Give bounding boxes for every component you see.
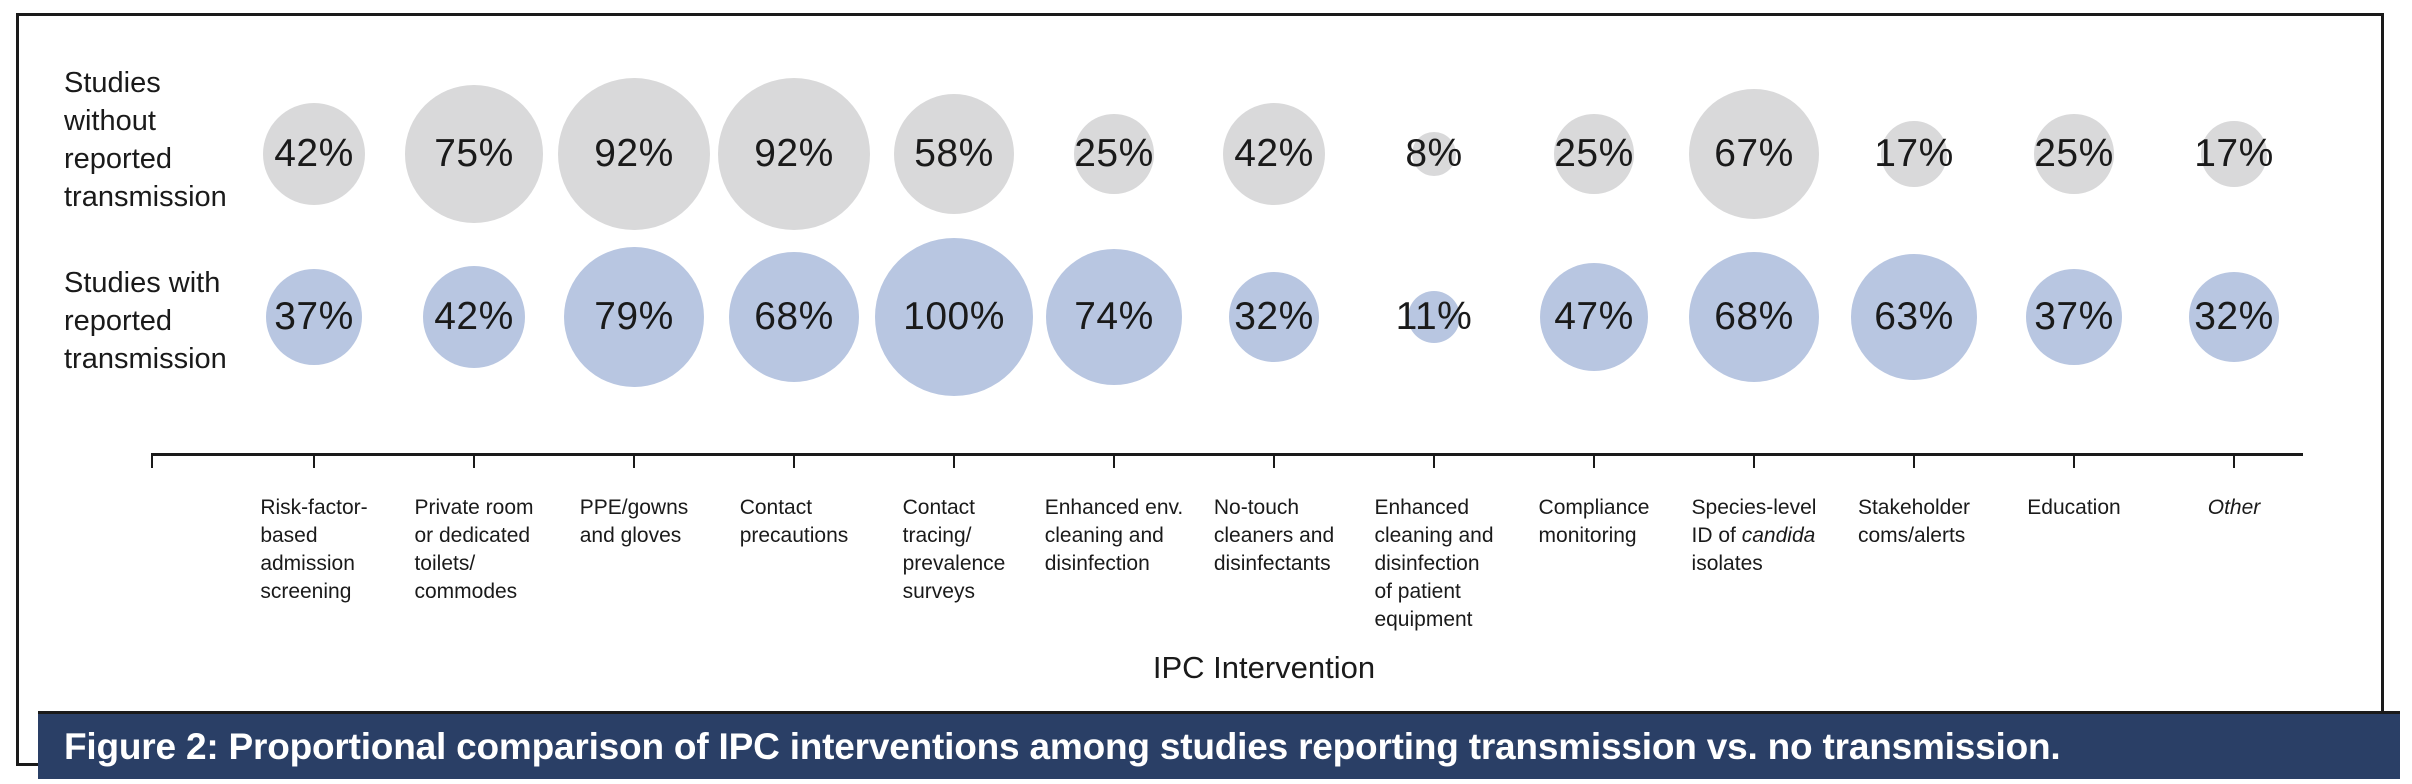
bubble xyxy=(405,85,543,223)
bubble-value: 17% xyxy=(2194,132,2274,175)
category-label: Education xyxy=(2027,496,2121,519)
axis-tick xyxy=(1753,453,1755,468)
bubble xyxy=(1539,262,1649,372)
bubble-value: 25% xyxy=(1074,132,1154,175)
bubble xyxy=(2201,121,2267,187)
category-label: Stakeholder coms/alerts xyxy=(1857,496,1971,547)
category-label: Contact tracing/prevalence surveys xyxy=(902,496,1006,603)
figure-caption-text: Figure 2: Proportional comparison of IPC… xyxy=(64,725,2061,767)
bubble-value: 68% xyxy=(1714,295,1794,338)
category-label: Risk-factor-based admission screening xyxy=(260,496,368,603)
bubble xyxy=(1688,251,1820,383)
bubble-value: 75% xyxy=(434,132,514,175)
axis-tick xyxy=(1113,453,1115,468)
axis-tick xyxy=(2233,453,2235,468)
bubble xyxy=(2025,268,2123,366)
bubble-value: 42% xyxy=(434,295,514,338)
bubble-value: 67% xyxy=(1714,132,1794,175)
bubble xyxy=(1881,121,1947,187)
bubble xyxy=(2034,114,2114,194)
bubble xyxy=(1074,114,1154,194)
axis-tick xyxy=(1913,453,1915,468)
category-label: Enhanced env. cleaning and disinfection xyxy=(1044,496,1184,575)
axis-tick xyxy=(473,453,475,468)
category-label: Private room or dedicated toilets/commodes xyxy=(414,496,534,603)
bubble-value: 68% xyxy=(754,295,834,338)
bubble xyxy=(1407,290,1461,344)
bubble-value: 42% xyxy=(274,132,354,175)
bubble-value: 32% xyxy=(1234,295,1314,338)
bubble-value: 79% xyxy=(594,295,674,338)
row-label-without-transmission: Studies without reported transmission xyxy=(64,67,227,213)
x-axis-title: IPC Intervention xyxy=(1152,650,1376,685)
bubble-value: 92% xyxy=(754,132,834,175)
axis-tick xyxy=(1273,453,1275,468)
category-label: Contact precautions xyxy=(739,496,849,547)
axis-tick xyxy=(953,453,955,468)
bubble xyxy=(1411,131,1457,177)
x-axis xyxy=(152,453,2303,456)
bubble xyxy=(1851,254,1977,380)
row-label-with-transmission: Studies with reported transmission xyxy=(64,267,227,375)
bubble xyxy=(422,265,526,369)
bubble xyxy=(563,246,705,388)
bubble xyxy=(1554,114,1634,194)
bubble-value: 58% xyxy=(914,132,994,175)
axis-tick xyxy=(793,453,795,468)
bubble-value: 32% xyxy=(2194,295,2274,338)
bubble-value: 92% xyxy=(594,132,674,175)
category-label: Compliance monitoring xyxy=(1538,496,1650,547)
bubble-value: 37% xyxy=(274,295,354,338)
bubble-value: 11% xyxy=(1395,295,1473,338)
axis-tick xyxy=(1433,453,1435,468)
bubble-value: 42% xyxy=(1234,132,1314,175)
bubble xyxy=(2189,272,2279,362)
axis-tick xyxy=(633,453,635,468)
bubble-value: 25% xyxy=(1554,132,1634,175)
axis-tick xyxy=(1593,453,1595,468)
bubble-value: 63% xyxy=(1874,295,1954,338)
bubble xyxy=(717,77,870,230)
axis-tick xyxy=(313,453,315,468)
bubble xyxy=(262,102,366,206)
bubble-value: 100% xyxy=(903,295,1005,338)
bubble xyxy=(728,251,860,383)
bubble xyxy=(874,237,1034,397)
bubble xyxy=(265,268,363,366)
figure-frame: Studies without reported transmission Studi… xyxy=(16,13,2400,779)
axis-tick xyxy=(2073,453,2075,468)
figure-caption-bar: Figure 2: Proportional comparison of IPC… xyxy=(38,711,2400,779)
bubble xyxy=(1689,89,1819,219)
bubble-value: 74% xyxy=(1074,295,1154,338)
bubble-value: 17% xyxy=(1874,132,1954,175)
category-label: Species-level ID of candida isolates xyxy=(1691,496,1817,575)
bubble xyxy=(1045,248,1183,386)
category-label: PPE/gowns and gloves xyxy=(579,496,689,547)
bubble xyxy=(1229,272,1319,362)
bubble-value: 37% xyxy=(2034,295,2114,338)
axis-tick xyxy=(151,453,153,468)
bubble xyxy=(1222,102,1326,206)
category-label: Enhanced cleaning and disinfection of patie… xyxy=(1374,496,1494,631)
bubble xyxy=(893,93,1015,215)
bubble-value: 47% xyxy=(1554,295,1634,338)
bubble-value: 8% xyxy=(1405,132,1463,175)
category-label: Other xyxy=(2207,496,2261,519)
category-label: No-touch cleaners and disinfectants xyxy=(1213,496,1335,575)
bubble xyxy=(557,77,710,230)
bubble-value: 25% xyxy=(2034,132,2114,175)
